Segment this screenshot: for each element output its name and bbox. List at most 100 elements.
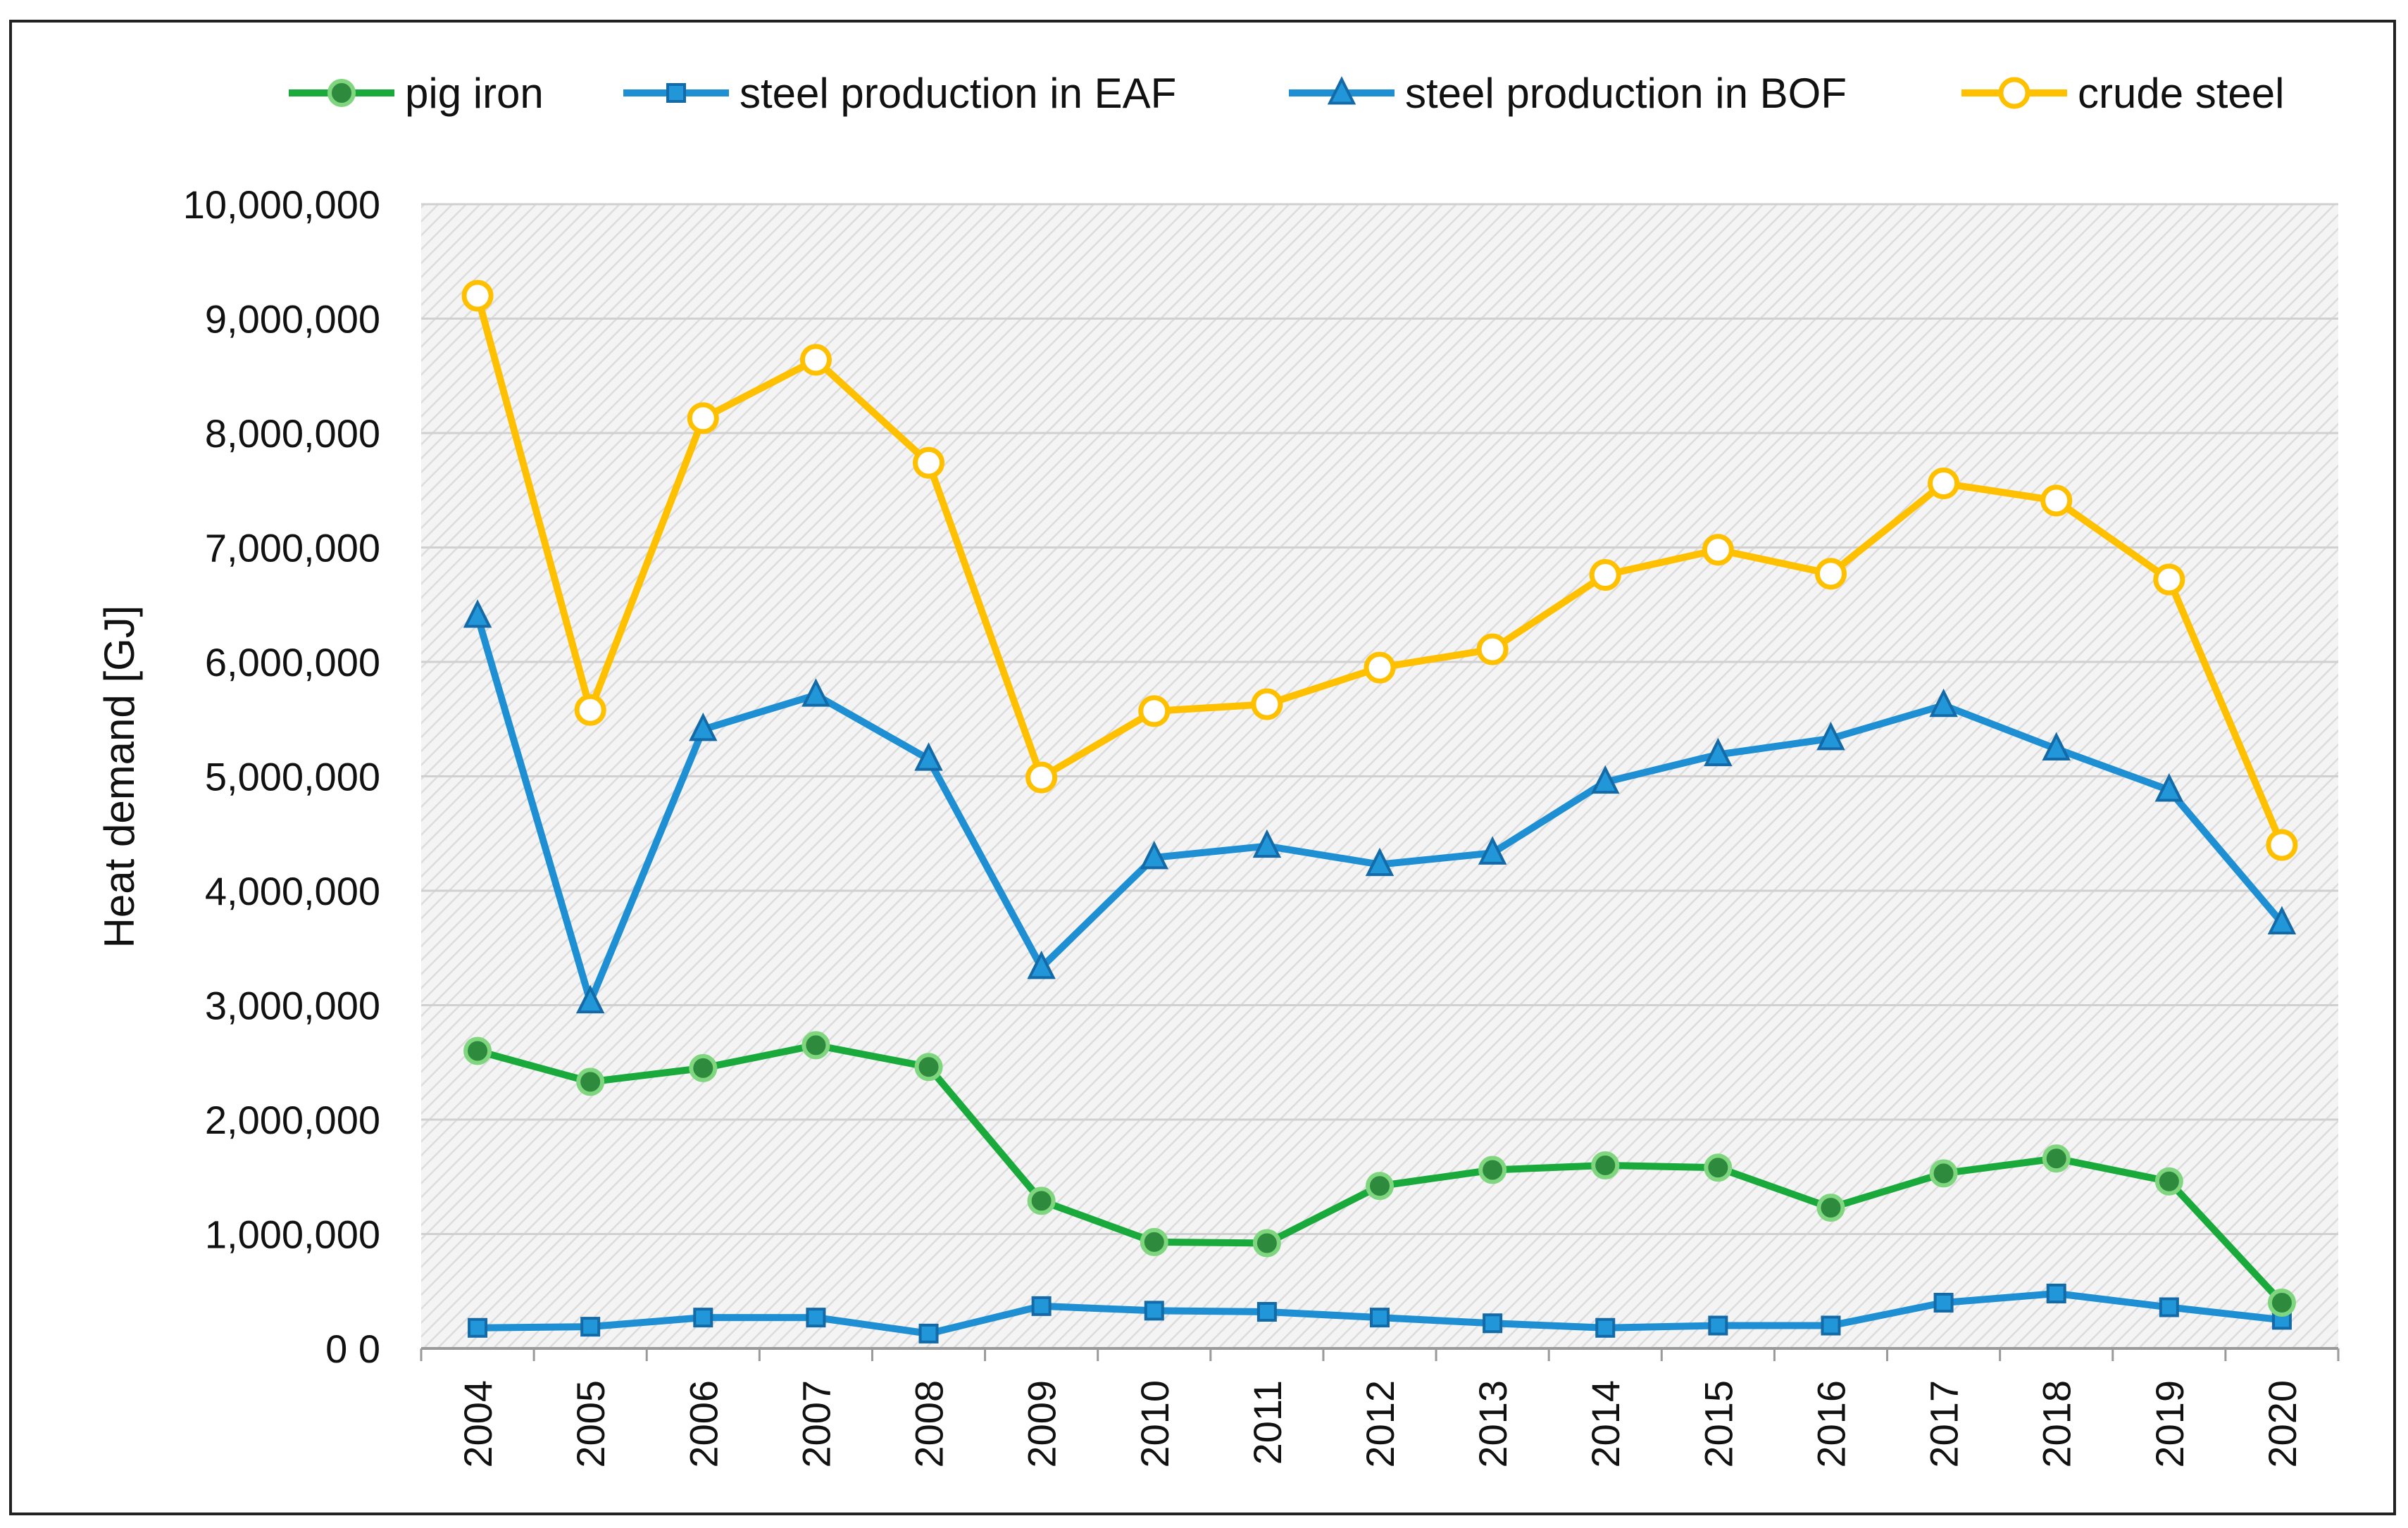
data-point <box>1933 1293 1954 1313</box>
data-point <box>2154 1167 2183 1196</box>
data-point <box>801 1031 830 1060</box>
x-axis-tick-labels: 2004 2005 2006 2007 2008 2009 2010 2011 2012 2013… <box>456 1380 2304 1468</box>
legend-label: steel production in BOF <box>1405 70 1847 117</box>
x-tick-label: 2004 <box>456 1380 500 1468</box>
data-point <box>1702 534 1734 566</box>
y-tick-label: 9,000,000 <box>205 297 380 342</box>
y-axis-tick-labels: 0 0 1,000,000 2,000,000 3,000,000 4,000,000 5… <box>183 182 380 1371</box>
data-point <box>2267 906 2297 935</box>
x-tick-label: 2006 <box>681 1380 725 1468</box>
data-point <box>1708 1315 1728 1336</box>
data-point <box>1025 761 1058 794</box>
data-point <box>1256 1302 1277 1322</box>
data-point <box>1370 1308 1390 1328</box>
data-point <box>1595 1317 1616 1338</box>
data-point <box>1252 1229 1281 1258</box>
x-tick-label: 2005 <box>568 1380 613 1468</box>
legend: pig iron steel production in EAF steel pro… <box>289 70 2285 117</box>
data-point <box>2042 1144 2071 1173</box>
data-point <box>461 280 494 312</box>
data-point <box>689 713 718 741</box>
data-point <box>914 1053 943 1082</box>
data-point <box>2267 1289 2296 1317</box>
data-point <box>463 599 492 628</box>
data-point <box>1816 722 1845 751</box>
data-point <box>1589 559 1621 591</box>
legend-label: pig iron <box>405 70 544 117</box>
data-point <box>806 1308 826 1328</box>
y-tick-label: 4,000,000 <box>205 869 380 913</box>
y-tick-label: 0 0 <box>325 1327 380 1371</box>
data-point <box>2266 829 2298 861</box>
legend-item: crude steel <box>1961 70 2285 117</box>
legend-item: steel production in EAF <box>623 70 1176 117</box>
data-point <box>1483 1313 1503 1334</box>
x-tick-label: 2008 <box>907 1380 952 1468</box>
data-point <box>468 1317 488 1338</box>
series-pig-iron <box>463 1031 2296 1317</box>
series-steel-production-in-eaf <box>468 1284 2292 1344</box>
series-steel-production-in-bof <box>463 599 2297 1014</box>
x-tick-label: 2013 <box>1471 1380 1515 1468</box>
legend-label: crude steel <box>2078 70 2285 117</box>
x-tick-label: 2007 <box>794 1380 838 1468</box>
data-point <box>574 694 606 726</box>
data-point <box>2046 1284 2066 1303</box>
x-tick-label: 2011 <box>1245 1380 1290 1465</box>
data-point <box>576 1067 605 1096</box>
y-tick-label: 10,000,000 <box>183 182 380 227</box>
data-point <box>1591 1151 1620 1179</box>
data-point <box>1027 1186 1056 1215</box>
data-point <box>801 678 830 707</box>
data-point <box>687 402 719 434</box>
data-point <box>1816 1194 1845 1222</box>
data-point <box>689 1053 718 1082</box>
x-tick-label: 2017 <box>1922 1380 1966 1468</box>
x-tick-label: 2014 <box>1583 1380 1628 1468</box>
data-point <box>1928 468 1960 499</box>
y-tick-label: 8,000,000 <box>205 411 380 456</box>
series-crude-steel <box>461 280 2298 861</box>
x-tick-label: 2010 <box>1133 1380 1177 1468</box>
legend-item: steel production in BOF <box>1289 70 1847 117</box>
legend-marker <box>1998 77 2030 109</box>
legend-label: steel production in EAF <box>740 70 1176 117</box>
data-point <box>1704 1153 1733 1182</box>
data-point <box>2159 1297 2179 1317</box>
data-point <box>1144 1301 1164 1321</box>
data-point <box>1365 847 1395 877</box>
data-point <box>1138 695 1171 727</box>
series-layer <box>461 280 2298 1344</box>
x-tick-label: 2019 <box>2147 1380 2192 1468</box>
data-point <box>1140 841 1169 870</box>
data-point <box>1366 1172 1394 1201</box>
x-tick-label: 2012 <box>1358 1380 1402 1468</box>
data-point <box>1140 1227 1168 1256</box>
data-point <box>918 1323 939 1344</box>
data-point <box>1929 688 1958 718</box>
data-point <box>693 1308 713 1328</box>
data-point <box>799 344 832 376</box>
data-point <box>1704 737 1733 767</box>
y-tick-label: 1,000,000 <box>205 1213 380 1257</box>
data-point <box>580 1317 601 1337</box>
y-tick-label: 5,000,000 <box>205 755 380 799</box>
data-point <box>1814 558 1847 590</box>
data-point <box>1478 836 1507 865</box>
data-point <box>1252 829 1282 858</box>
data-point <box>1478 1156 1507 1184</box>
legend-item: pig iron <box>289 70 544 117</box>
data-point <box>1929 1159 1958 1188</box>
data-point <box>2040 484 2073 517</box>
y-tick-label: 7,000,000 <box>205 526 380 570</box>
y-tick-label: 3,000,000 <box>205 984 380 1028</box>
data-point <box>1027 951 1056 979</box>
data-point <box>1476 633 1509 665</box>
data-point <box>1031 1296 1052 1316</box>
legend-marker <box>666 83 686 103</box>
x-axis-ticks <box>420 1348 2340 1361</box>
data-point <box>2153 563 2185 596</box>
data-point <box>1590 765 1620 794</box>
